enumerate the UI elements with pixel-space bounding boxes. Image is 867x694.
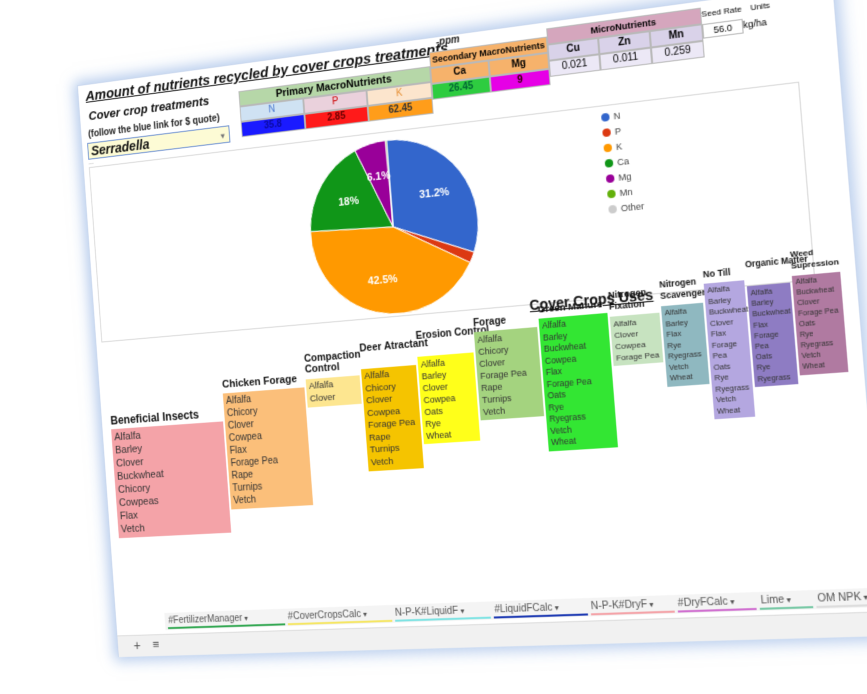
use-column-no-till: No Till Alfalfa Barley Buckwheat Clover Flax F…	[703, 266, 756, 420]
sheet-tab-label: OM NPK	[816, 591, 862, 605]
pie-slice-ca[interactable]	[305, 147, 393, 235]
sheet-tab-6[interactable]: Lime ▾	[755, 589, 819, 612]
use-column-erosion-control: Erosion Control Alfalfa Barley Clover Cowpea…	[415, 325, 490, 445]
tab-dropdown-icon[interactable]: ▾	[242, 613, 249, 623]
uses-columns: Beneficial Insects Alfalfa Barley Clover Buc…	[78, 0, 867, 647]
use-column-weed-supression: Weed Supression Alfalfa Buckwheat Clover For…	[790, 244, 849, 376]
sheet-tab-2[interactable]: N-P-K#LiquidF ▾	[390, 601, 496, 623]
use-column-body: Alfalfa Chicory Clover Forage Pea Rape Turnip…	[473, 326, 545, 421]
tab-dropdown-icon[interactable]: ▾	[646, 599, 654, 610]
crop-list-item: Ryegrass	[757, 371, 791, 384]
sheet-tab-7[interactable]: OM NPK ▾	[812, 587, 867, 610]
sheet-tab-3[interactable]: #LiquidFCalc ▾	[489, 597, 592, 620]
sheet-tab-label: N-P-K#LiquidF	[394, 605, 459, 619]
use-column-header: Weed Supression	[789, 247, 840, 271]
sheet-tab-label: Lime	[760, 594, 785, 607]
sheet-tab-5[interactable]: #DryFCalc ▾	[673, 591, 762, 614]
crop-list-item: Forage Pea	[615, 350, 660, 363]
pie-slice-mg[interactable]	[354, 140, 393, 230]
use-column-body: Alfalfa Barley Buckwheat Cowpea Flax Forage P…	[538, 312, 618, 451]
sheet-tab-label: N-P-K#DryF	[590, 599, 648, 613]
sheet-tab-label: #LiquidFCalc	[494, 602, 553, 616]
crop-list-item: Vetch	[482, 405, 506, 418]
pie-chart-container[interactable]: 31.2% 42.5% 18% 6.1% N P K Ca Mg Mn Other	[88, 81, 816, 343]
spreadsheet-window: Amount of nutrients recycled by cover cr…	[76, 0, 867, 658]
sheet-tab-0[interactable]: #FertilizerManager ▾	[164, 608, 289, 631]
use-column-body: Alfalfa Clover	[305, 375, 362, 408]
pie-label-mg: 6.1%	[366, 169, 391, 184]
use-column-body: Alfalfa Barley Clover Cowpea Oats Rye Wheat	[417, 352, 481, 445]
use-column-compaction-control: Compaction Control Alfalfa Clover	[304, 349, 362, 408]
use-column-body: Alfalfa Barley Flax Rye Ryegrass Vetch Wheat	[661, 302, 710, 387]
sheet-tab-1[interactable]: #CoverCropsCalc ▾	[283, 604, 396, 627]
use-column-body: Alfalfa Barley Clover Buckwheat Chicory Cowpe…	[111, 421, 232, 539]
crop-list-item: Vetch	[370, 455, 394, 468]
pie-slice-p[interactable]	[393, 219, 475, 270]
tab-color-line	[760, 606, 815, 610]
pie-chart: 31.2% 42.5% 18% 6.1%	[265, 117, 526, 326]
crop-list-item: Wheat	[550, 435, 577, 448]
crop-list-item: Wheat	[802, 361, 826, 371]
pie-label-ca: 18%	[338, 194, 360, 208]
use-column-body: Alfalfa Buckwheat Clover Forage Pea Oats Rye R…	[791, 271, 849, 376]
tab-dropdown-icon[interactable]: ▾	[360, 609, 368, 619]
use-column-chicken-forage: Chicken Forage Alfalfa Chicory Clover Cowpea…	[222, 373, 314, 510]
use-column-beneficial-insects: Beneficial Insects Alfalfa Barley Clover Buc…	[110, 408, 232, 539]
add-sheet-icon[interactable]: +	[133, 637, 142, 653]
pie-slice-k[interactable]	[310, 215, 473, 320]
use-column-organic-matter: Organic Matter Alfalfa Barley Buckwheat Flax…	[745, 254, 808, 387]
pie-label-n: 31.2%	[419, 185, 450, 200]
crop-list-item: Forage Pea	[753, 329, 780, 352]
pie-slice-n[interactable]	[386, 130, 480, 260]
use-column-green-manure: Green Manure Alfalfa Barley Buckwheat Cowpea…	[537, 299, 618, 451]
use-column-forage: Forage Alfalfa Chicory Clover Forage Pea Rape…	[473, 313, 545, 421]
tab-dropdown-icon[interactable]: ▾	[783, 595, 792, 605]
tab-dropdown-icon[interactable]: ▾	[457, 606, 465, 616]
crop-list-item: Wheat	[669, 371, 694, 383]
tab-dropdown-icon[interactable]: ▾	[552, 603, 560, 613]
use-column-nitrogen-scavenger: Nitrogen Scavenger Alfalfa Barley Flax Rye Ry…	[659, 276, 710, 387]
sheet-menu-icon[interactable]: ≡	[152, 637, 160, 652]
sheet-tab-4[interactable]: N-P-K#DryF ▾	[586, 594, 679, 617]
pie-label-k: 42.5%	[368, 273, 399, 288]
use-column-body: Alfalfa Clover Cowpea Forage Pea	[609, 312, 664, 367]
use-column-deer-atractant: Deer Atractant Alfalfa Chicory Clover Cowpea…	[359, 337, 428, 472]
use-column-body: Alfalfa Barley Buckwheat Flax Forage Pea Oats…	[746, 282, 799, 387]
sheet-tab-label: #DryFCalc	[677, 596, 729, 610]
use-column-body: Alfalfa Chicory Clover Cowpea Forage Pea Rape…	[361, 364, 424, 472]
tab-dropdown-icon[interactable]: ▾	[727, 597, 735, 607]
crop-list-item: Wheat	[425, 429, 452, 442]
use-column-body: Alfalfa Chicory Clover Cowpea Flax Forage Pea…	[222, 387, 314, 510]
use-column-nitrogen-fixation: Nitrogen Fixation Alfalfa Clover Cowpea Fora…	[608, 286, 664, 367]
crop-list-item: Forage Pea	[711, 338, 738, 361]
tab-dropdown-icon[interactable]: ▾	[863, 592, 867, 603]
crop-list-item: Wheat	[716, 404, 741, 416]
